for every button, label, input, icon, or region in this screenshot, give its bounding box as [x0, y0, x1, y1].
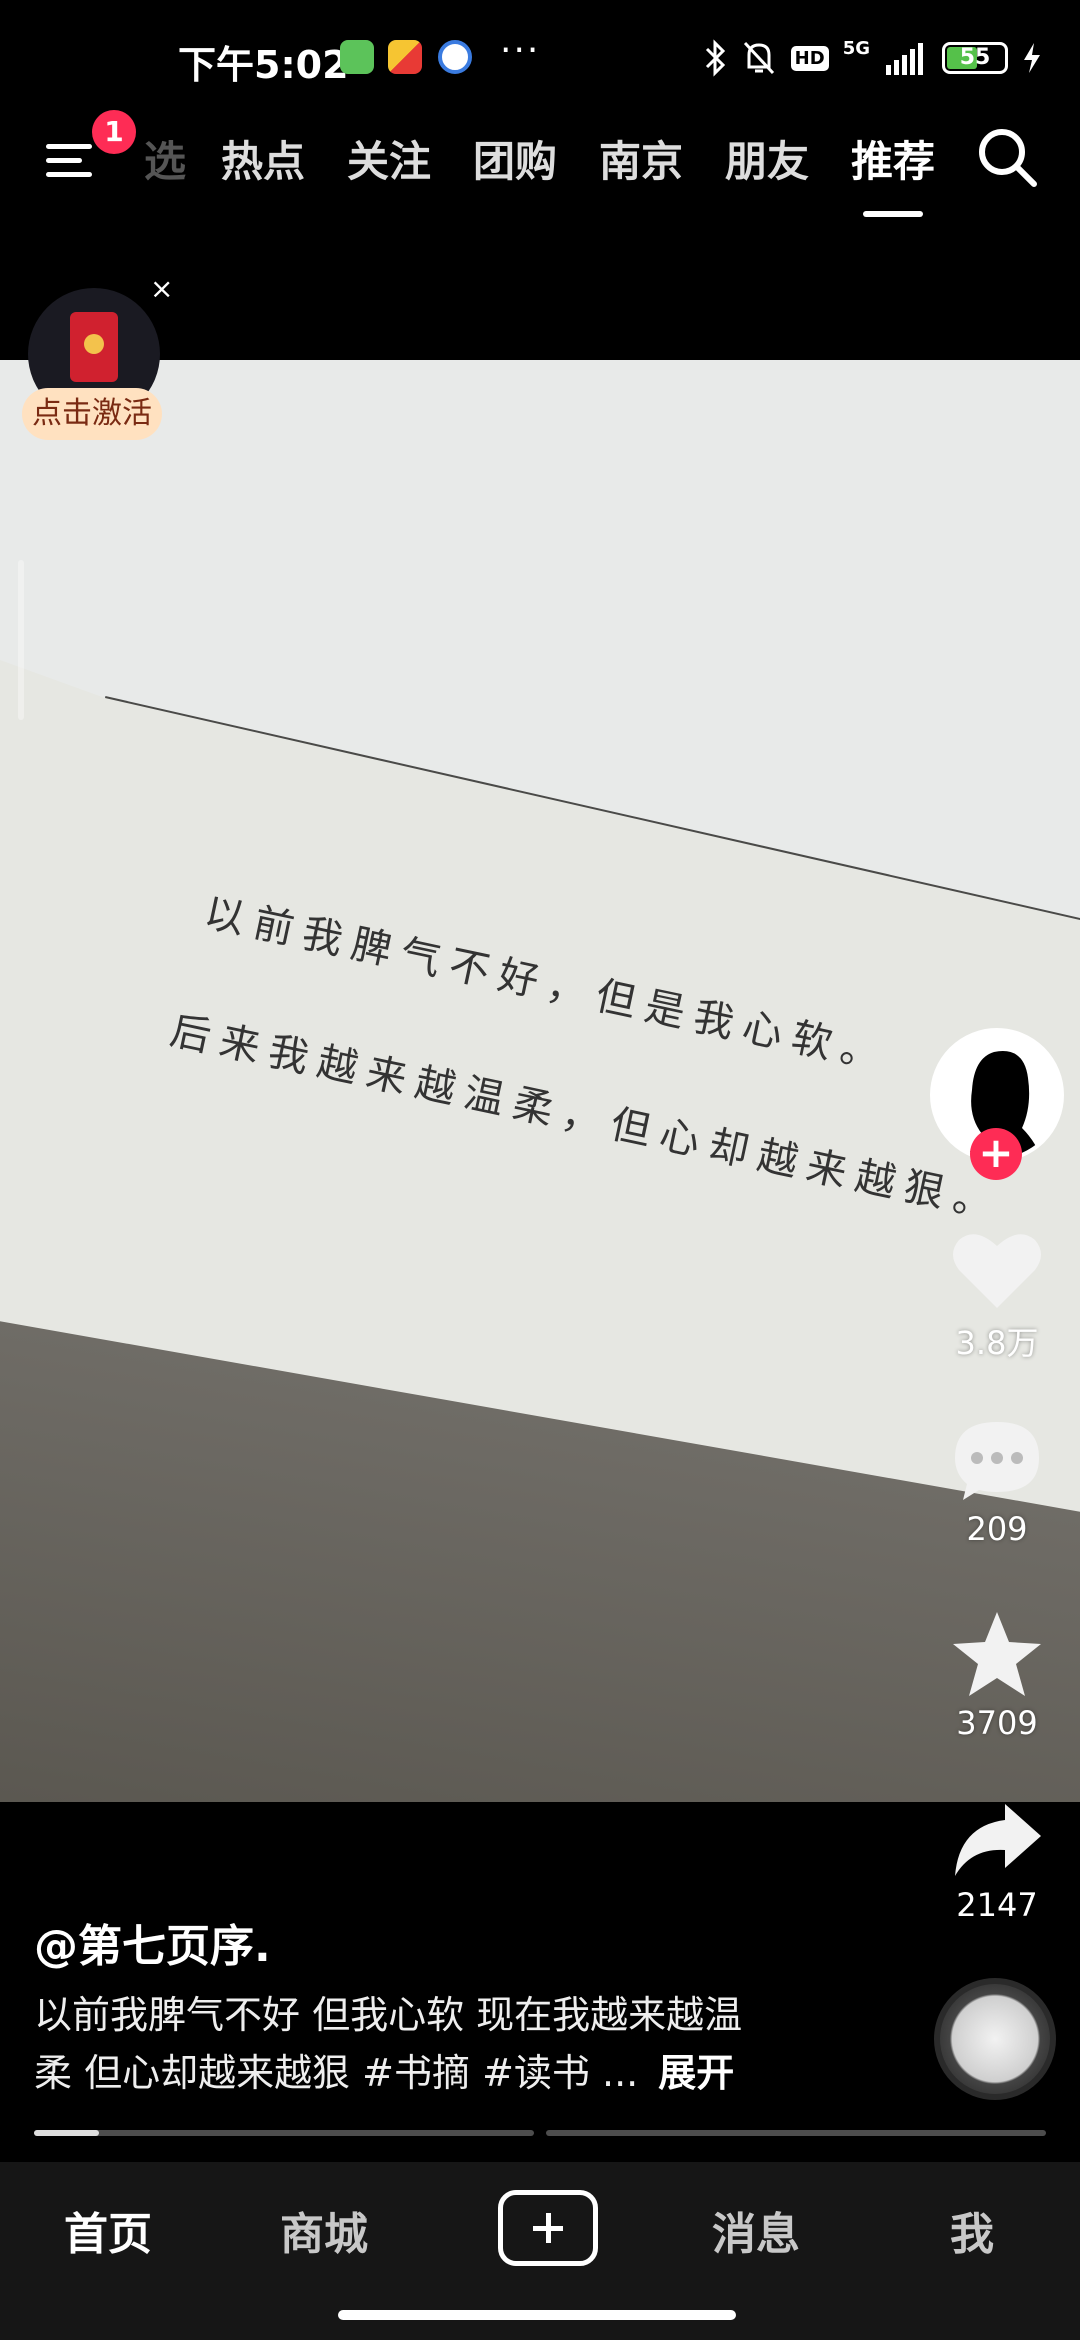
- nav-mall[interactable]: 商城: [280, 2209, 368, 2260]
- menu-icon[interactable]: [46, 130, 106, 190]
- tab-hot[interactable]: 热点: [220, 137, 305, 186]
- description-line-2: 柔 但心却越来越狠 #书摘 #读书 ...: [34, 2051, 639, 2095]
- red-packet-activate-button[interactable]: 点击激活: [22, 388, 162, 440]
- battery-percent: 55: [959, 45, 991, 70]
- heart-icon: [953, 1234, 1041, 1308]
- app-notification-icon: [340, 40, 374, 74]
- nav-me[interactable]: 我: [950, 2209, 994, 2260]
- create-button[interactable]: [498, 2190, 598, 2266]
- favorite-button[interactable]: 3709: [940, 1610, 1054, 1742]
- comment-count: 209: [966, 1510, 1028, 1548]
- nav-messages[interactable]: 消息: [712, 2209, 800, 2260]
- network-type: 5G: [842, 38, 870, 59]
- battery-fill: [947, 47, 978, 69]
- tab-group-buy[interactable]: 团购: [472, 137, 557, 186]
- more-notifications-icon: ···: [500, 30, 541, 71]
- expand-button[interactable]: 展开: [658, 2051, 735, 2095]
- share-arrow-icon: [955, 1804, 1041, 1876]
- progress-segment-2: [546, 2130, 1046, 2136]
- video-player[interactable]: 以前我脾气不好，但是我心软。 后来我越来越温柔，但心却越来越狠。: [0, 360, 1080, 1802]
- progress-fill-1: [34, 2130, 99, 2136]
- search-icon[interactable]: [972, 122, 1042, 192]
- video-progress[interactable]: [34, 2130, 1046, 2136]
- charging-icon: [1024, 43, 1040, 73]
- description-line-1: 以前我脾气不好 但我心软 现在我越来越温: [34, 1993, 743, 2037]
- top-nav: 1 选 热点 关注 团购 南京 朋友 推荐: [0, 110, 1080, 217]
- home-indicator[interactable]: [338, 2310, 736, 2320]
- notification-badge: 1: [92, 110, 136, 154]
- tab-friends[interactable]: 朋友: [724, 137, 809, 186]
- app-baidu-icon: [438, 40, 472, 74]
- status-time: 下午5:02: [178, 43, 349, 87]
- tab-bar: 选 热点 关注 团购 南京 朋友 推荐: [130, 128, 956, 217]
- battery-icon: 55: [942, 42, 1008, 74]
- star-icon: [953, 1612, 1041, 1696]
- share-button[interactable]: 2147: [940, 1800, 1054, 1924]
- comment-icon: [955, 1422, 1039, 1500]
- like-count: 3.8万: [955, 1324, 1039, 1362]
- music-disc-icon[interactable]: [934, 1978, 1056, 2100]
- comment-button[interactable]: 209: [940, 1418, 1054, 1548]
- author-name[interactable]: @第七页序.: [34, 1921, 271, 1972]
- status-right: HD 5G 55: [703, 38, 1042, 78]
- scroll-hint: [18, 560, 24, 720]
- close-icon[interactable]: ×: [150, 272, 174, 305]
- tab-following[interactable]: 关注: [346, 137, 431, 186]
- signal-icon: [886, 43, 923, 75]
- bluetooth-icon: [705, 39, 725, 77]
- tab-nanjing[interactable]: 南京: [598, 137, 683, 186]
- like-button[interactable]: 3.8万: [940, 1228, 1054, 1364]
- follow-button[interactable]: +: [970, 1128, 1022, 1180]
- share-count: 2147: [956, 1886, 1038, 1924]
- mute-bell-icon: [743, 41, 774, 75]
- favorite-count: 3709: [956, 1704, 1038, 1742]
- progress-segment-1: [34, 2130, 534, 2136]
- hd-badge: HD: [790, 45, 829, 71]
- tab-partial[interactable]: 选: [143, 137, 186, 186]
- nav-home[interactable]: 首页: [64, 2209, 152, 2260]
- status-bar: 下午5:02 ··· HD 5G 55: [0, 0, 1080, 110]
- app-58-icon: [388, 40, 422, 74]
- video-description[interactable]: 以前我脾气不好 但我心软 现在我越来越温 柔 但心却越来越狠 #书摘 #读书 .…: [34, 1986, 834, 2102]
- tab-recommend[interactable]: 推荐: [830, 128, 956, 217]
